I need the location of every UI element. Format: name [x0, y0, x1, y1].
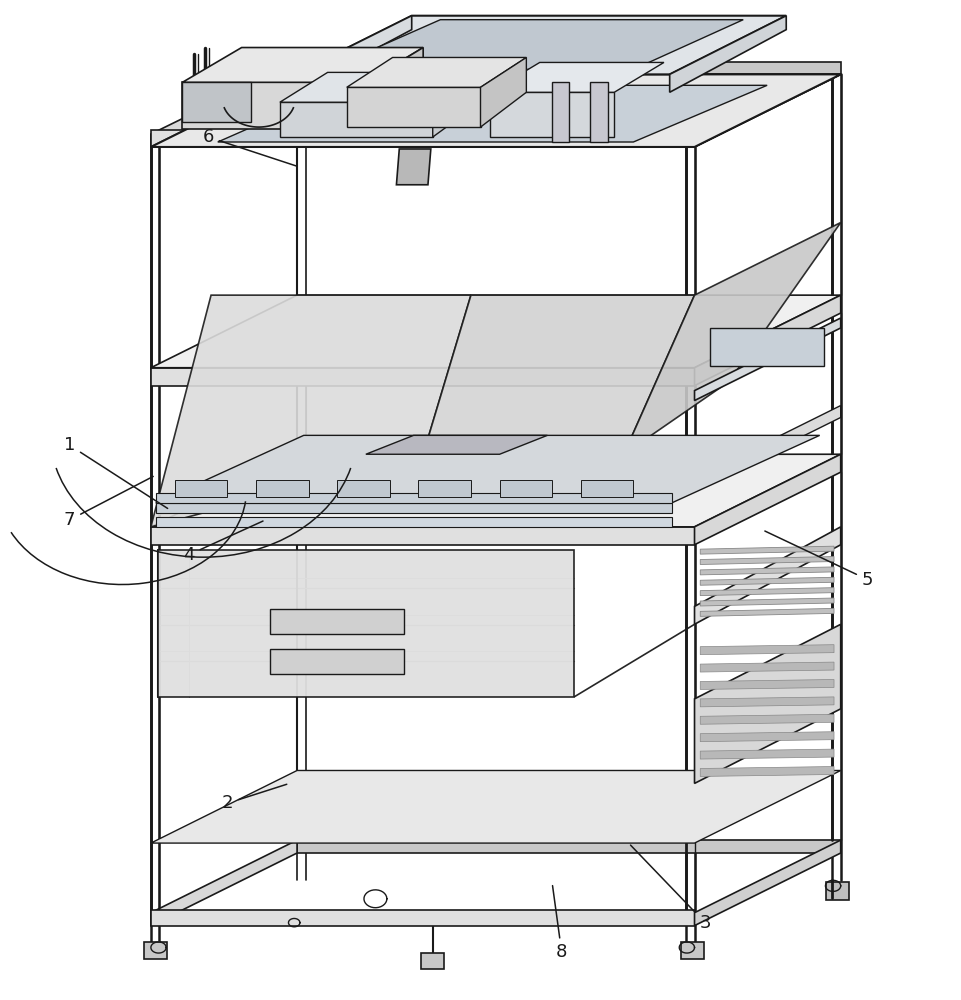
Polygon shape: [701, 598, 834, 606]
Polygon shape: [490, 92, 614, 137]
Polygon shape: [695, 406, 841, 490]
Polygon shape: [218, 85, 767, 142]
Polygon shape: [156, 503, 672, 513]
Polygon shape: [695, 318, 841, 401]
Polygon shape: [183, 82, 251, 122]
Polygon shape: [397, 149, 431, 185]
Text: 8: 8: [553, 886, 567, 961]
Polygon shape: [347, 57, 527, 87]
Polygon shape: [156, 435, 820, 503]
Polygon shape: [710, 328, 825, 366]
Polygon shape: [366, 48, 423, 129]
Polygon shape: [701, 645, 834, 655]
Polygon shape: [500, 480, 553, 497]
Polygon shape: [347, 87, 480, 127]
Polygon shape: [701, 588, 834, 596]
Text: 1: 1: [64, 436, 167, 508]
Polygon shape: [151, 130, 695, 147]
Polygon shape: [701, 732, 834, 742]
Text: 2: 2: [222, 784, 286, 812]
Polygon shape: [695, 74, 841, 147]
Polygon shape: [701, 577, 834, 585]
Polygon shape: [695, 527, 841, 624]
Polygon shape: [175, 480, 228, 497]
Polygon shape: [151, 74, 841, 147]
Polygon shape: [294, 16, 411, 92]
Polygon shape: [151, 368, 695, 386]
Polygon shape: [280, 102, 432, 137]
Polygon shape: [701, 714, 834, 724]
Polygon shape: [151, 295, 471, 527]
Polygon shape: [421, 953, 444, 969]
Polygon shape: [580, 480, 633, 497]
Text: 3: 3: [630, 845, 711, 932]
Polygon shape: [701, 767, 834, 776]
Polygon shape: [553, 82, 569, 142]
Polygon shape: [490, 62, 664, 92]
Polygon shape: [432, 72, 480, 137]
Polygon shape: [681, 942, 704, 959]
Polygon shape: [826, 882, 850, 900]
Polygon shape: [297, 62, 841, 74]
Polygon shape: [156, 493, 672, 503]
Polygon shape: [670, 16, 786, 92]
Polygon shape: [701, 546, 834, 554]
Polygon shape: [183, 48, 423, 82]
Polygon shape: [574, 624, 695, 697]
Polygon shape: [337, 480, 390, 497]
Polygon shape: [701, 697, 834, 707]
Polygon shape: [701, 567, 834, 575]
Polygon shape: [144, 942, 167, 959]
Polygon shape: [480, 57, 527, 127]
Polygon shape: [695, 840, 841, 926]
Polygon shape: [328, 20, 743, 69]
Polygon shape: [151, 454, 841, 527]
Polygon shape: [366, 435, 548, 454]
Polygon shape: [270, 609, 404, 634]
Polygon shape: [270, 649, 404, 674]
Polygon shape: [151, 74, 841, 147]
Text: 5: 5: [765, 531, 874, 589]
Polygon shape: [695, 624, 841, 783]
Polygon shape: [701, 749, 834, 759]
Polygon shape: [151, 527, 695, 545]
Polygon shape: [183, 82, 366, 129]
Polygon shape: [695, 295, 841, 386]
Text: 6: 6: [203, 128, 296, 166]
Polygon shape: [297, 840, 841, 853]
Text: 4: 4: [184, 521, 263, 564]
Polygon shape: [418, 480, 471, 497]
Polygon shape: [695, 454, 841, 545]
Polygon shape: [151, 910, 695, 926]
Polygon shape: [158, 550, 574, 697]
Polygon shape: [423, 295, 695, 454]
Polygon shape: [624, 223, 841, 454]
Text: 7: 7: [64, 476, 153, 529]
Polygon shape: [294, 16, 786, 74]
Polygon shape: [280, 72, 480, 102]
Polygon shape: [701, 662, 834, 672]
Polygon shape: [151, 840, 297, 926]
Polygon shape: [701, 608, 834, 616]
Polygon shape: [590, 82, 607, 142]
Polygon shape: [701, 557, 834, 564]
Polygon shape: [156, 517, 672, 527]
Polygon shape: [151, 295, 841, 368]
Polygon shape: [151, 770, 841, 843]
Polygon shape: [256, 480, 308, 497]
Polygon shape: [701, 679, 834, 689]
Polygon shape: [151, 62, 297, 147]
